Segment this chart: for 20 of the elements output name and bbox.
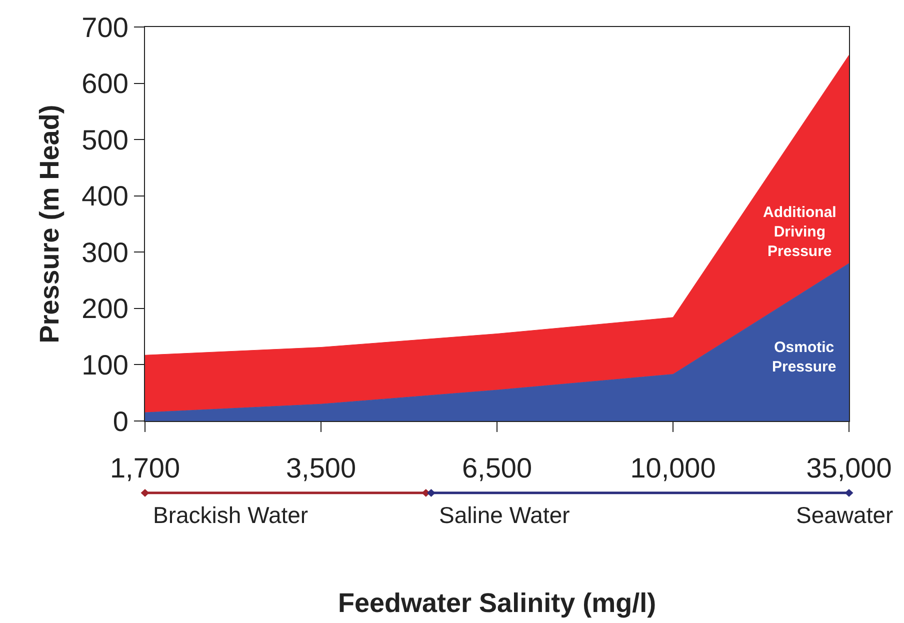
- text: Brackish Water: [153, 502, 308, 528]
- x-tick-label: 35,000: [806, 452, 892, 484]
- text: Saline Water: [439, 502, 570, 528]
- y-tick-label: 400: [82, 180, 128, 212]
- x-tick-label: 6,500: [462, 452, 532, 484]
- y-tick-label: 200: [82, 293, 128, 324]
- x-axis-title: Feedwater Salinity (mg/l): [338, 588, 656, 618]
- series-label: Additional Driving Pressure: [763, 204, 836, 260]
- y-tick-label: 700: [82, 12, 128, 43]
- x-tick-label: 10,000: [630, 452, 716, 484]
- y-tick-label: 100: [82, 350, 128, 381]
- text: Seawater: [796, 502, 894, 528]
- x-tick-label: 3,500: [286, 452, 356, 484]
- y-tick-label: 500: [82, 124, 128, 156]
- x-tick-label: 1,700: [110, 452, 180, 484]
- y-axis-title: Pressure (m Head): [34, 104, 65, 344]
- y-tick-label: 0: [112, 406, 128, 437]
- y-tick-label: 600: [82, 68, 128, 100]
- series-label: Osmotic Pressure: [772, 339, 836, 376]
- y-tick-label: 300: [82, 236, 128, 268]
